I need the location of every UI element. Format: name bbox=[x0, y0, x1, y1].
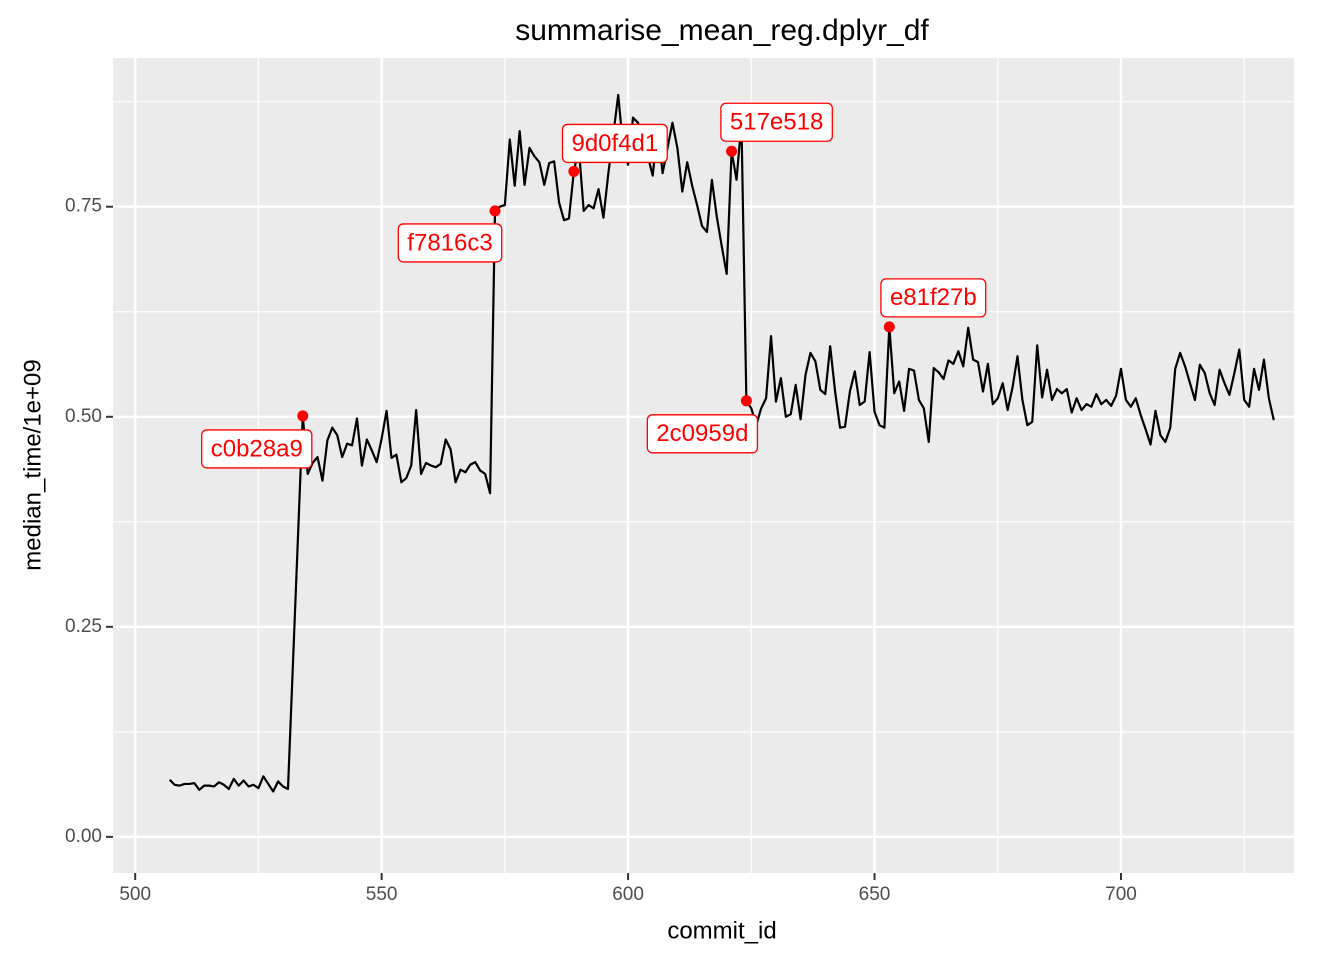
y-tick-label: 0.75 bbox=[65, 196, 102, 217]
x-tick-label: 500 bbox=[119, 884, 151, 905]
annotation-box bbox=[397, 223, 503, 263]
annotation-label: e81f27b bbox=[890, 284, 977, 311]
annotation-label: f7816c3 bbox=[407, 229, 492, 256]
annotation-box bbox=[880, 278, 987, 318]
x-tick-label: 600 bbox=[612, 884, 644, 905]
annotation-point bbox=[883, 321, 895, 333]
x-tick-label: 650 bbox=[859, 884, 891, 905]
y-tick-label: 0.50 bbox=[65, 406, 102, 427]
annotation-point bbox=[740, 395, 752, 407]
annotation-point bbox=[489, 205, 501, 217]
chart-title: summarise_mean_reg.dplyr_df bbox=[515, 14, 929, 47]
annotation-point bbox=[726, 145, 738, 157]
annotation-point bbox=[568, 165, 580, 177]
annotation-label: c0b28a9 bbox=[211, 435, 303, 462]
annotation-point bbox=[297, 410, 309, 422]
y-axis-title: median_time/1e+09 bbox=[19, 359, 46, 570]
line bbox=[168, 93, 1275, 793]
annotation-box bbox=[561, 123, 668, 164]
annotation-box bbox=[201, 429, 313, 469]
x-tick-label: 550 bbox=[366, 884, 398, 905]
annotation-box bbox=[646, 414, 759, 454]
x-axis-title: commit_id bbox=[667, 917, 776, 944]
annotation-label: 9d0f4d1 bbox=[571, 130, 658, 157]
annotation-label: 2c0959d bbox=[656, 420, 748, 447]
x-tick-label: 700 bbox=[1105, 884, 1137, 905]
annotation-label: 517e518 bbox=[730, 109, 823, 136]
annotation-box bbox=[720, 102, 833, 142]
y-tick-label: 0.25 bbox=[65, 616, 102, 637]
y-tick-label: 0.00 bbox=[65, 826, 102, 847]
